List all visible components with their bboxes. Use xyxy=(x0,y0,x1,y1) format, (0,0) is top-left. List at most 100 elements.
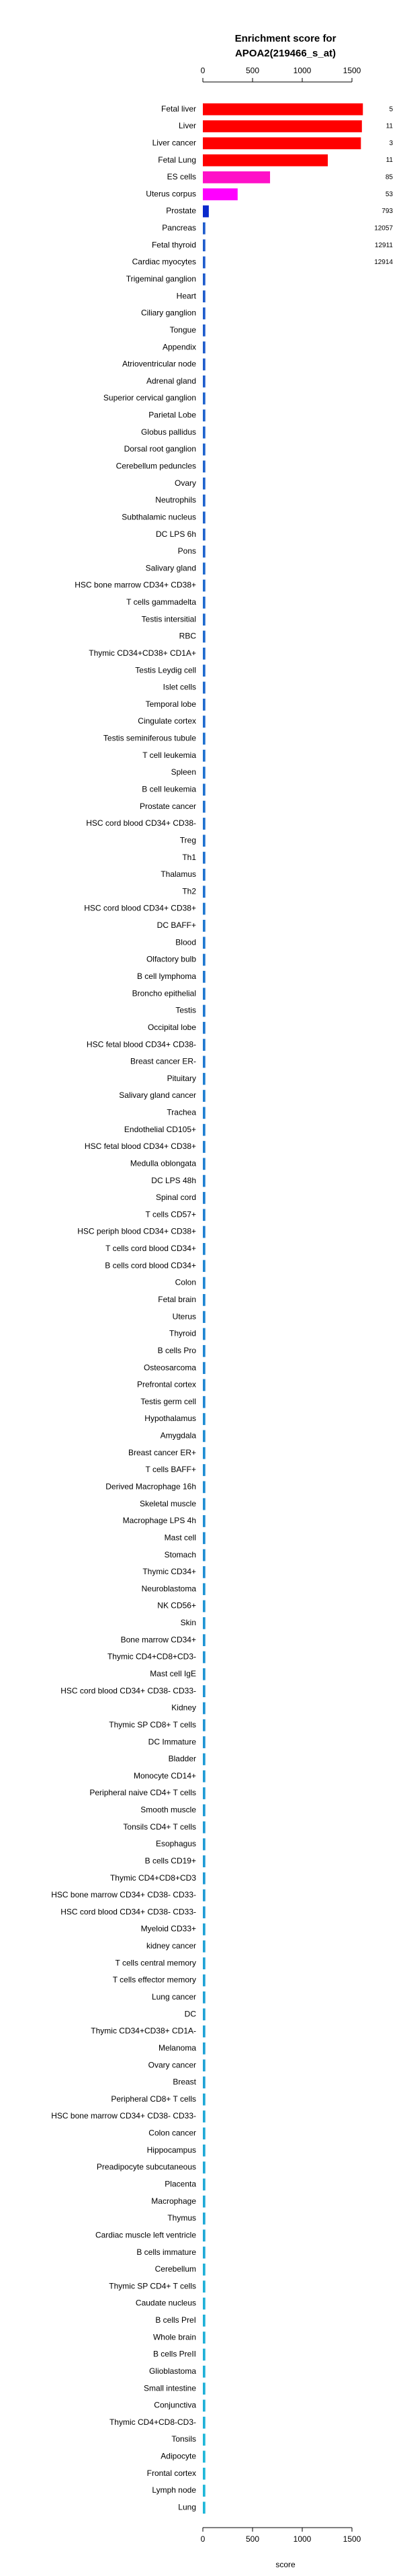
bar xyxy=(203,2195,206,2208)
y-tick-label: Breast cancer ER- xyxy=(130,1057,196,1066)
bar xyxy=(203,1464,206,1476)
y-tick-label: Superior cervical ganglion xyxy=(103,393,196,402)
y-tick-label: Spleen xyxy=(171,767,196,777)
bar xyxy=(203,1004,206,1017)
bar xyxy=(203,869,206,881)
y-tick-label: Treg xyxy=(180,835,196,845)
bar xyxy=(203,2485,206,2497)
y-tick-label: Ovary xyxy=(175,478,196,488)
bar xyxy=(203,1158,206,1170)
bar xyxy=(203,1855,206,1868)
y-tick-label: Olfactory bulb xyxy=(146,955,196,964)
x-tick-label: 500 xyxy=(246,2534,259,2544)
bar xyxy=(203,154,328,167)
bar xyxy=(203,2501,206,2514)
y-tick-label: Testis xyxy=(175,1006,196,1015)
bar xyxy=(203,1923,206,1936)
y-tick-label: Thyroid xyxy=(169,1329,196,1338)
y-tick-label: Fetal thyroid xyxy=(152,240,196,249)
bar xyxy=(203,2399,206,2412)
y-tick-label: Hippocampus xyxy=(147,2145,196,2155)
y-tick-label: Testis intersitial xyxy=(142,614,196,624)
y-tick-label: T cells effector memory xyxy=(113,1975,196,1985)
y-tick-label: Hypothalamus xyxy=(144,1414,196,1423)
y-tick-label: Thalamus xyxy=(161,869,196,879)
y-tick-label: T cells CD57+ xyxy=(146,1209,196,1219)
bar xyxy=(203,1447,206,1459)
y-tick-label: HSC fetal blood CD34+ CD38+ xyxy=(85,1142,196,1151)
y-tick-label: Pituitary xyxy=(167,1074,196,1083)
y-tick-label: Thymic SP CD8+ T cells xyxy=(109,1720,196,1729)
bar xyxy=(203,1396,206,1408)
bar xyxy=(203,2161,206,2174)
y-tick-label: T cells BAFF+ xyxy=(146,1465,196,1474)
y-tick-label: Bone marrow CD34+ xyxy=(121,1635,196,1644)
bar xyxy=(203,1668,206,1680)
bar xyxy=(203,256,206,269)
y-tick-label: Subthalamic nucleus xyxy=(122,512,196,521)
y-tick-label: HSC cord blood CD34+ CD38- xyxy=(86,818,196,828)
bar xyxy=(203,920,206,932)
bar xyxy=(203,239,206,252)
y-tick-label: Glioblastoma xyxy=(149,2366,196,2376)
bar xyxy=(203,409,206,422)
bar xyxy=(203,2450,206,2463)
bar xyxy=(203,273,206,286)
y-tick-label: Small intestine xyxy=(144,2383,196,2393)
y-tick-label: Osteosarcoma xyxy=(144,1363,196,1372)
rank-label: 53 xyxy=(386,191,394,198)
y-tick-label: Islet cells xyxy=(163,683,196,692)
y-tick-label: B cells PreI xyxy=(155,2315,196,2325)
y-tick-label: Skeletal muscle xyxy=(140,1499,196,1508)
bar xyxy=(203,1413,206,1425)
bar xyxy=(203,2246,206,2259)
bar xyxy=(203,613,206,626)
bar xyxy=(203,2314,206,2327)
y-tick-label: Temporal lobe xyxy=(146,699,197,709)
bar xyxy=(203,953,206,966)
bar xyxy=(203,562,206,575)
y-tick-label: Lung xyxy=(178,2503,196,2512)
y-tick-label: Caudate nucleus xyxy=(136,2299,196,2308)
y-tick-label: Placenta xyxy=(165,2179,196,2188)
y-tick-label: Cardiac myocytes xyxy=(132,257,196,267)
bar xyxy=(203,1566,206,1578)
bar xyxy=(203,1515,206,1527)
bar xyxy=(203,1940,206,1952)
bar xyxy=(203,1072,206,1085)
y-tick-label: B cells immature xyxy=(136,2247,196,2257)
y-tick-label: Dorsal root ganglion xyxy=(124,444,196,454)
y-tick-label: Amygdala xyxy=(161,1431,197,1441)
y-tick-label: Prostate xyxy=(166,206,196,216)
bar xyxy=(203,937,206,949)
bar xyxy=(203,1634,206,1647)
bar xyxy=(203,1889,206,1901)
y-tick-label: ES cells xyxy=(167,172,196,181)
bar xyxy=(203,546,206,558)
bar xyxy=(203,1226,206,1238)
bar xyxy=(203,460,206,473)
y-tick-label: B cells Pro xyxy=(158,1346,197,1355)
rank-label: 5 xyxy=(389,105,393,113)
y-tick-label: Neutrophils xyxy=(155,495,196,505)
bar xyxy=(203,1107,206,1119)
bar xyxy=(203,1379,206,1391)
bar xyxy=(203,1702,206,1715)
y-tick-label: Spinal cord xyxy=(156,1193,196,1202)
bar xyxy=(203,2434,206,2446)
bar xyxy=(203,1872,206,1885)
bar xyxy=(203,1532,206,1545)
bar xyxy=(203,2264,206,2276)
y-tick-label: B cell leukemia xyxy=(142,785,196,794)
bar xyxy=(203,1617,206,1629)
bar xyxy=(203,2365,206,2378)
bar xyxy=(203,1293,206,1306)
bar xyxy=(203,1719,206,1731)
bar xyxy=(203,358,206,371)
bar xyxy=(203,1991,206,2004)
y-tick-label: DC LPS 6h xyxy=(156,529,196,539)
y-tick-label: Cingulate cortex xyxy=(138,716,196,726)
y-tick-label: Prostate cancer xyxy=(140,802,196,811)
y-tick-label: Uterus xyxy=(173,1312,196,1321)
y-tick-label: Testis seminiferous tubule xyxy=(103,734,196,743)
